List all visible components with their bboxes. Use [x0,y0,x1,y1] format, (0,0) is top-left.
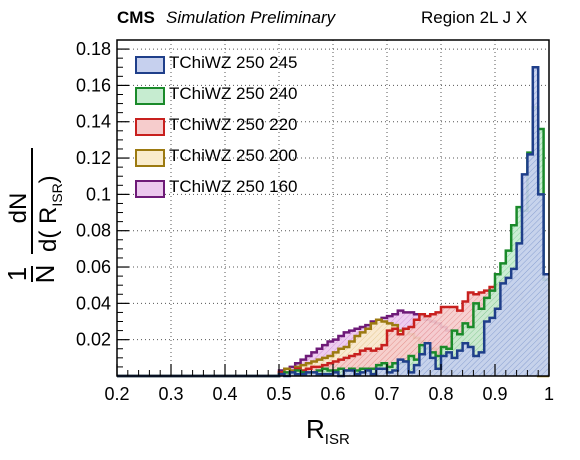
x-axis-label-subscript: ISR [324,431,350,449]
histogram-series-group [117,65,549,378]
x-tick-label-4: 0.6 [320,384,345,404]
x-tick-label-6: 0.8 [428,384,453,404]
axes: 0.2 0.3 0.4 0.5 0.6 0.7 0.8 0.9 1 0.02 0.04 0.06 0.0… [76,39,554,404]
legend-swatch-250-245 [135,56,165,74]
y-tick-label-8: 0.18 [76,39,111,59]
y-tick-label-7: 0.16 [76,75,111,95]
legend-swatch-250-200 [135,149,165,167]
y-axis-label-den: d( RISR) [35,175,62,252]
x-tick-label-8: 1 [544,384,554,404]
legend-label-250-200: TChiWZ 250 200 [169,146,298,165]
y-tick-label-0: 0.02 [76,330,111,350]
simulation-status-label: Simulation Preliminary [166,8,336,27]
legend-swatch-250-240 [135,87,165,105]
y-axis-label-den-sub: ISR [49,183,62,206]
y-axis-label-prefix-num: 1 [2,267,32,281]
legend-label-250-245: TChiWZ 250 245 [169,53,298,72]
y-tick-label-4: 0.1 [86,184,111,204]
y-tick-label-5: 0.12 [76,148,111,168]
legend-swatch-250-160 [135,180,165,198]
y-tick-label-3: 0.08 [76,221,111,241]
y-axis-label: 1 N dN d( RISR) [2,148,62,284]
x-axis-label: RISR [306,414,350,448]
x-tick-label-3: 0.5 [266,384,291,404]
x-axis-label-main: R [306,414,325,444]
x-tick-label-5: 0.7 [374,384,399,404]
x-tick-label-1: 0.3 [158,384,183,404]
legend-label-250-220: TChiWZ 250 220 [169,115,298,134]
y-tick-label-6: 0.14 [76,112,111,132]
y-tick-label-1: 0.04 [76,293,111,313]
grid-lines [117,40,549,376]
y-axis-label-den-close: ) [35,175,62,183]
legend-label-250-240: TChiWZ 250 240 [169,84,298,103]
legend-swatch-250-220 [135,118,165,136]
experiment-label: CMS [117,8,155,27]
x-tick-label-0: 0.2 [104,384,129,404]
y-tick-label-2: 0.06 [76,257,111,277]
y-axis-label-den-main: d( R [35,207,62,252]
region-label: Region 2L J X [421,8,528,27]
y-axis-label-num: dN [5,193,32,224]
legend-label-250-160: TChiWZ 250 160 [169,177,298,196]
y-axis-label-prefix-den: N [30,265,60,284]
series-fill-0 [117,67,549,377]
x-tick-label-2: 0.4 [212,384,237,404]
x-tick-label-7: 0.9 [482,384,507,404]
